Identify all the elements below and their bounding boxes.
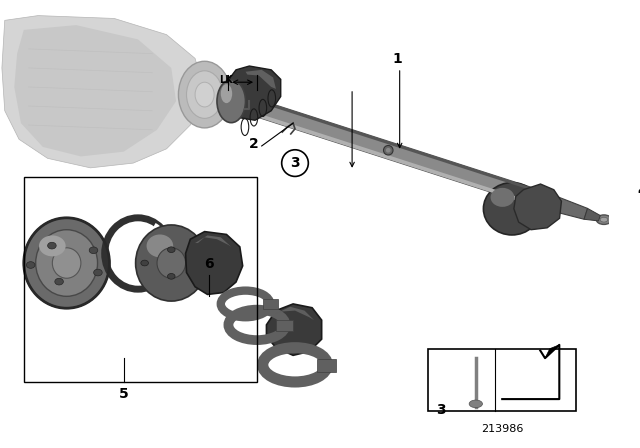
- Ellipse shape: [600, 217, 608, 222]
- Text: 3: 3: [436, 403, 445, 417]
- Polygon shape: [2, 16, 205, 168]
- Ellipse shape: [89, 247, 98, 254]
- Bar: [262, 299, 278, 309]
- Text: 5: 5: [119, 387, 129, 401]
- Ellipse shape: [26, 262, 35, 268]
- Polygon shape: [514, 184, 561, 230]
- Polygon shape: [246, 70, 276, 89]
- Text: 213986: 213986: [481, 424, 523, 434]
- Ellipse shape: [186, 71, 223, 118]
- Circle shape: [282, 150, 308, 177]
- Ellipse shape: [39, 235, 66, 256]
- Bar: [317, 359, 336, 371]
- Ellipse shape: [483, 183, 541, 235]
- Ellipse shape: [217, 80, 246, 123]
- Ellipse shape: [52, 248, 81, 278]
- Polygon shape: [266, 304, 322, 355]
- Circle shape: [386, 148, 390, 153]
- Ellipse shape: [596, 215, 612, 224]
- Ellipse shape: [490, 188, 515, 207]
- Polygon shape: [186, 232, 243, 294]
- Text: 3: 3: [290, 156, 300, 170]
- Ellipse shape: [194, 260, 202, 266]
- Ellipse shape: [36, 230, 97, 296]
- Polygon shape: [234, 93, 543, 207]
- Ellipse shape: [221, 84, 232, 103]
- Ellipse shape: [469, 400, 483, 408]
- Polygon shape: [276, 307, 314, 320]
- Polygon shape: [234, 106, 539, 207]
- Polygon shape: [14, 25, 176, 156]
- Text: 4: 4: [637, 184, 640, 198]
- Text: 6: 6: [205, 257, 214, 271]
- Polygon shape: [545, 345, 559, 358]
- Wedge shape: [138, 223, 171, 254]
- Polygon shape: [227, 66, 281, 120]
- Bar: [428, 349, 576, 410]
- Ellipse shape: [168, 273, 175, 279]
- Ellipse shape: [136, 225, 207, 301]
- Ellipse shape: [179, 61, 231, 128]
- Ellipse shape: [93, 269, 102, 276]
- Text: 2: 2: [249, 137, 259, 151]
- Ellipse shape: [147, 234, 173, 257]
- Bar: [276, 320, 293, 331]
- Text: LK: LK: [219, 75, 232, 85]
- Ellipse shape: [157, 248, 186, 278]
- Ellipse shape: [24, 218, 109, 308]
- Ellipse shape: [47, 242, 56, 249]
- Polygon shape: [237, 93, 543, 194]
- Polygon shape: [195, 235, 231, 247]
- Ellipse shape: [168, 247, 175, 253]
- Polygon shape: [538, 191, 588, 219]
- Bar: [24, 177, 257, 382]
- Polygon shape: [584, 208, 600, 221]
- Circle shape: [383, 146, 393, 155]
- Ellipse shape: [55, 278, 63, 285]
- Ellipse shape: [141, 260, 148, 266]
- Ellipse shape: [195, 82, 214, 107]
- Text: 1: 1: [392, 52, 402, 66]
